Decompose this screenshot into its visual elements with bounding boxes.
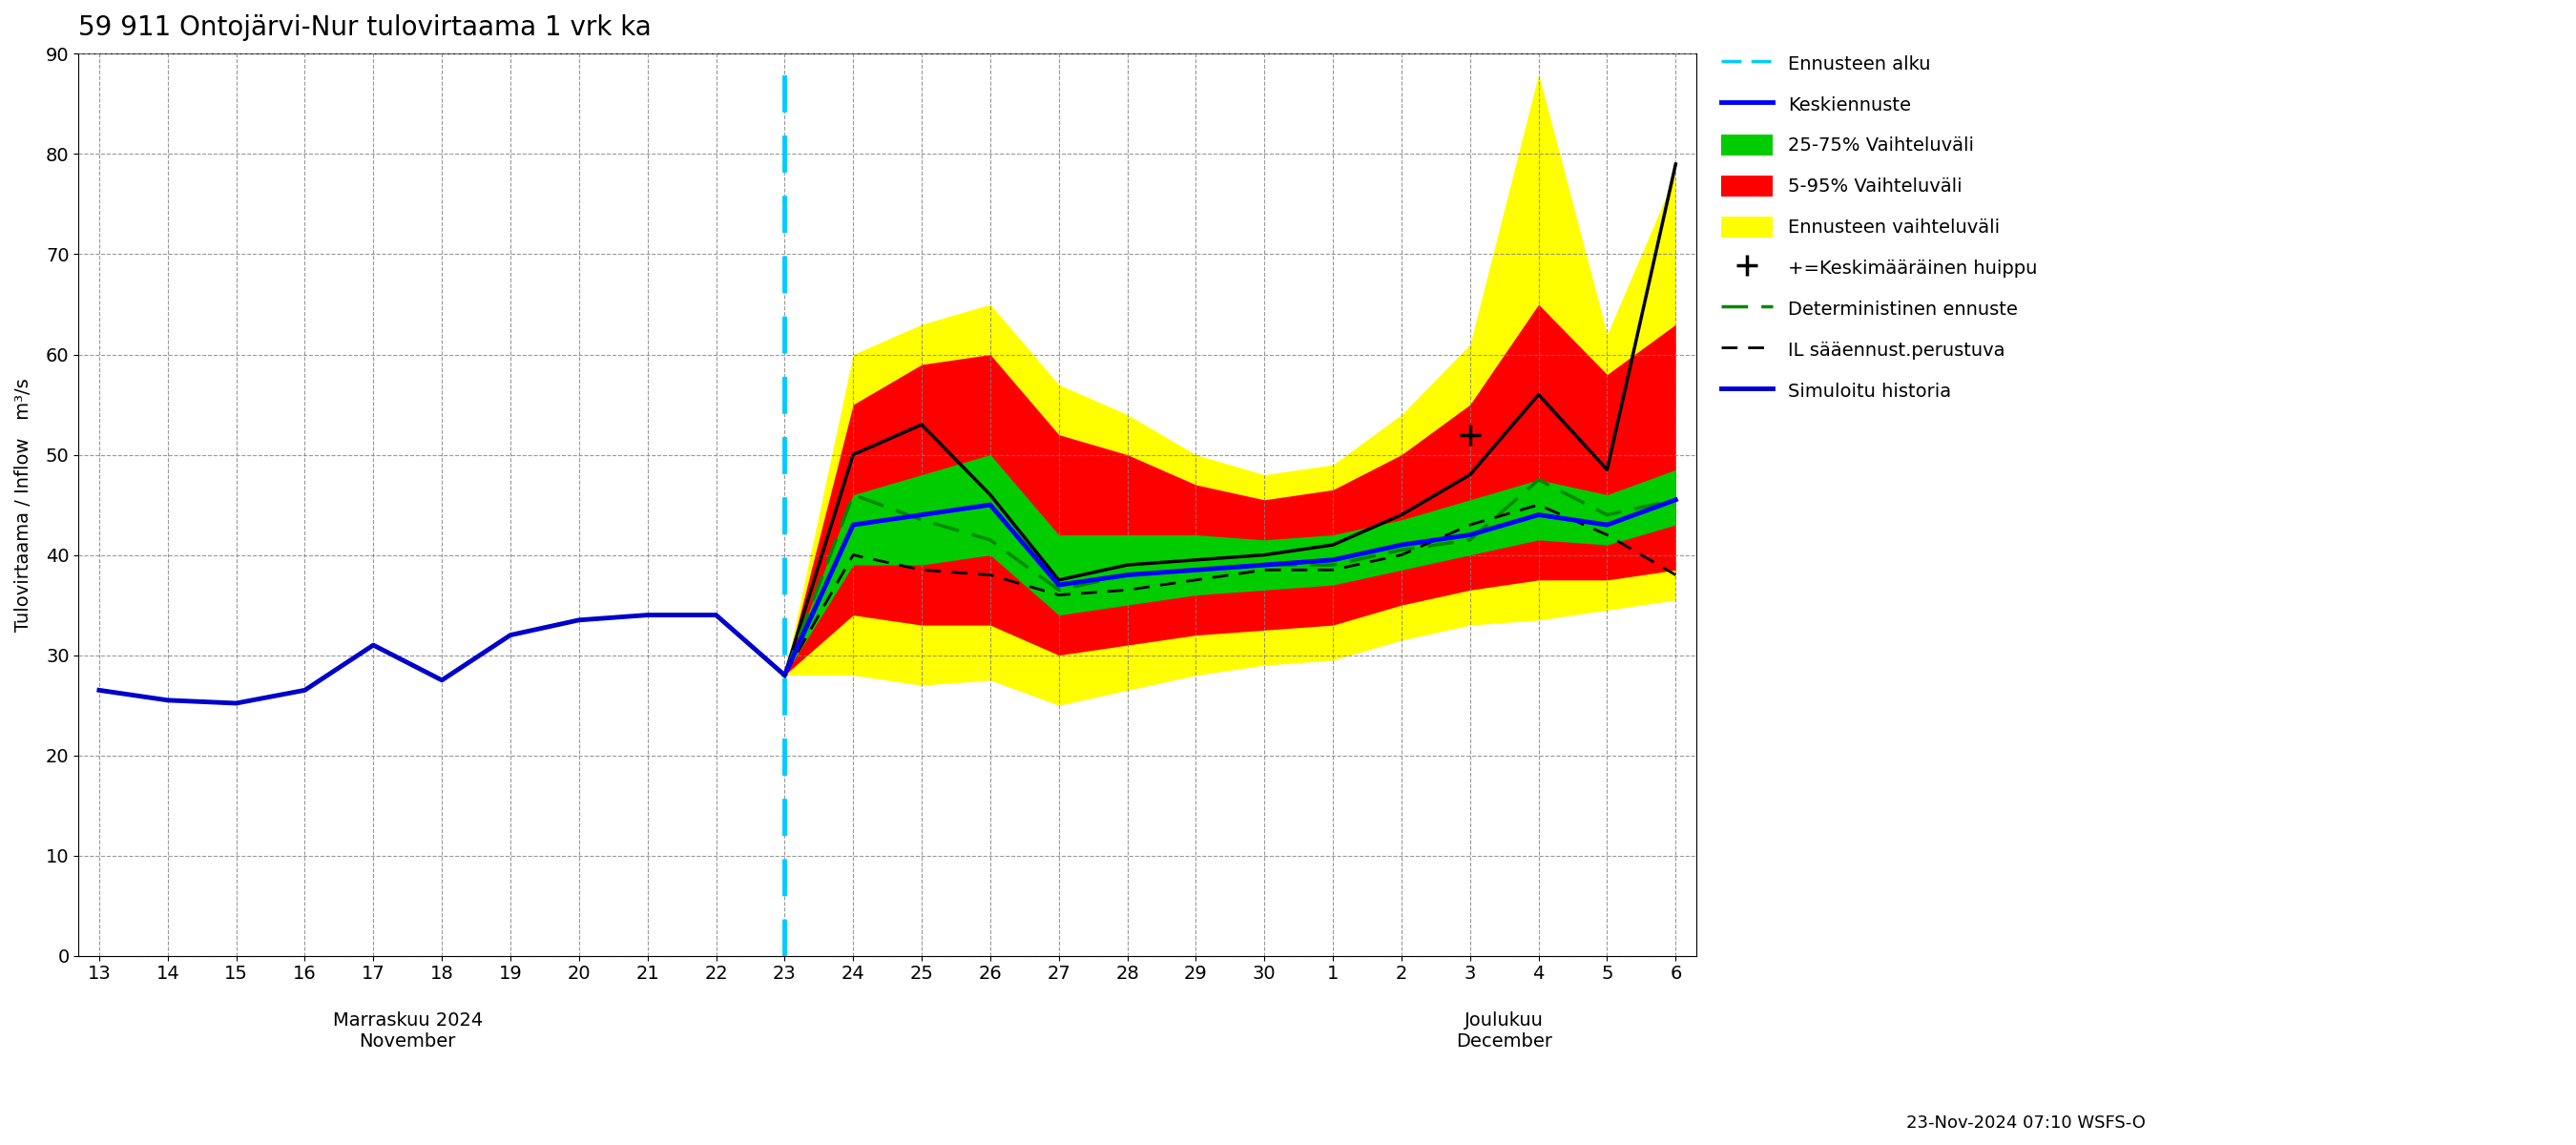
Text: 59 911 Ontojärvi-Nur tulovirtaama 1 vrk ka: 59 911 Ontojärvi-Nur tulovirtaama 1 vrk … bbox=[80, 14, 652, 41]
Y-axis label: Tulovirtaama / Inflow   m³/s: Tulovirtaama / Inflow m³/s bbox=[15, 378, 33, 632]
Legend: Ennusteen alku, Keskiennuste, 25-75% Vaihteluväli, 5-95% Vaihteluväli, Ennusteen: Ennusteen alku, Keskiennuste, 25-75% Vai… bbox=[1713, 45, 2045, 409]
Text: Marraskuu 2024
November: Marraskuu 2024 November bbox=[332, 1011, 482, 1050]
Text: 23-Nov-2024 07:10 WSFS-O: 23-Nov-2024 07:10 WSFS-O bbox=[1906, 1114, 2146, 1131]
Text: Joulukuu
December: Joulukuu December bbox=[1455, 1011, 1553, 1050]
